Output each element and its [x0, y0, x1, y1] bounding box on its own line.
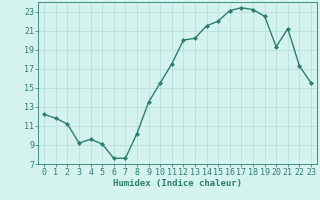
X-axis label: Humidex (Indice chaleur): Humidex (Indice chaleur)	[113, 179, 242, 188]
